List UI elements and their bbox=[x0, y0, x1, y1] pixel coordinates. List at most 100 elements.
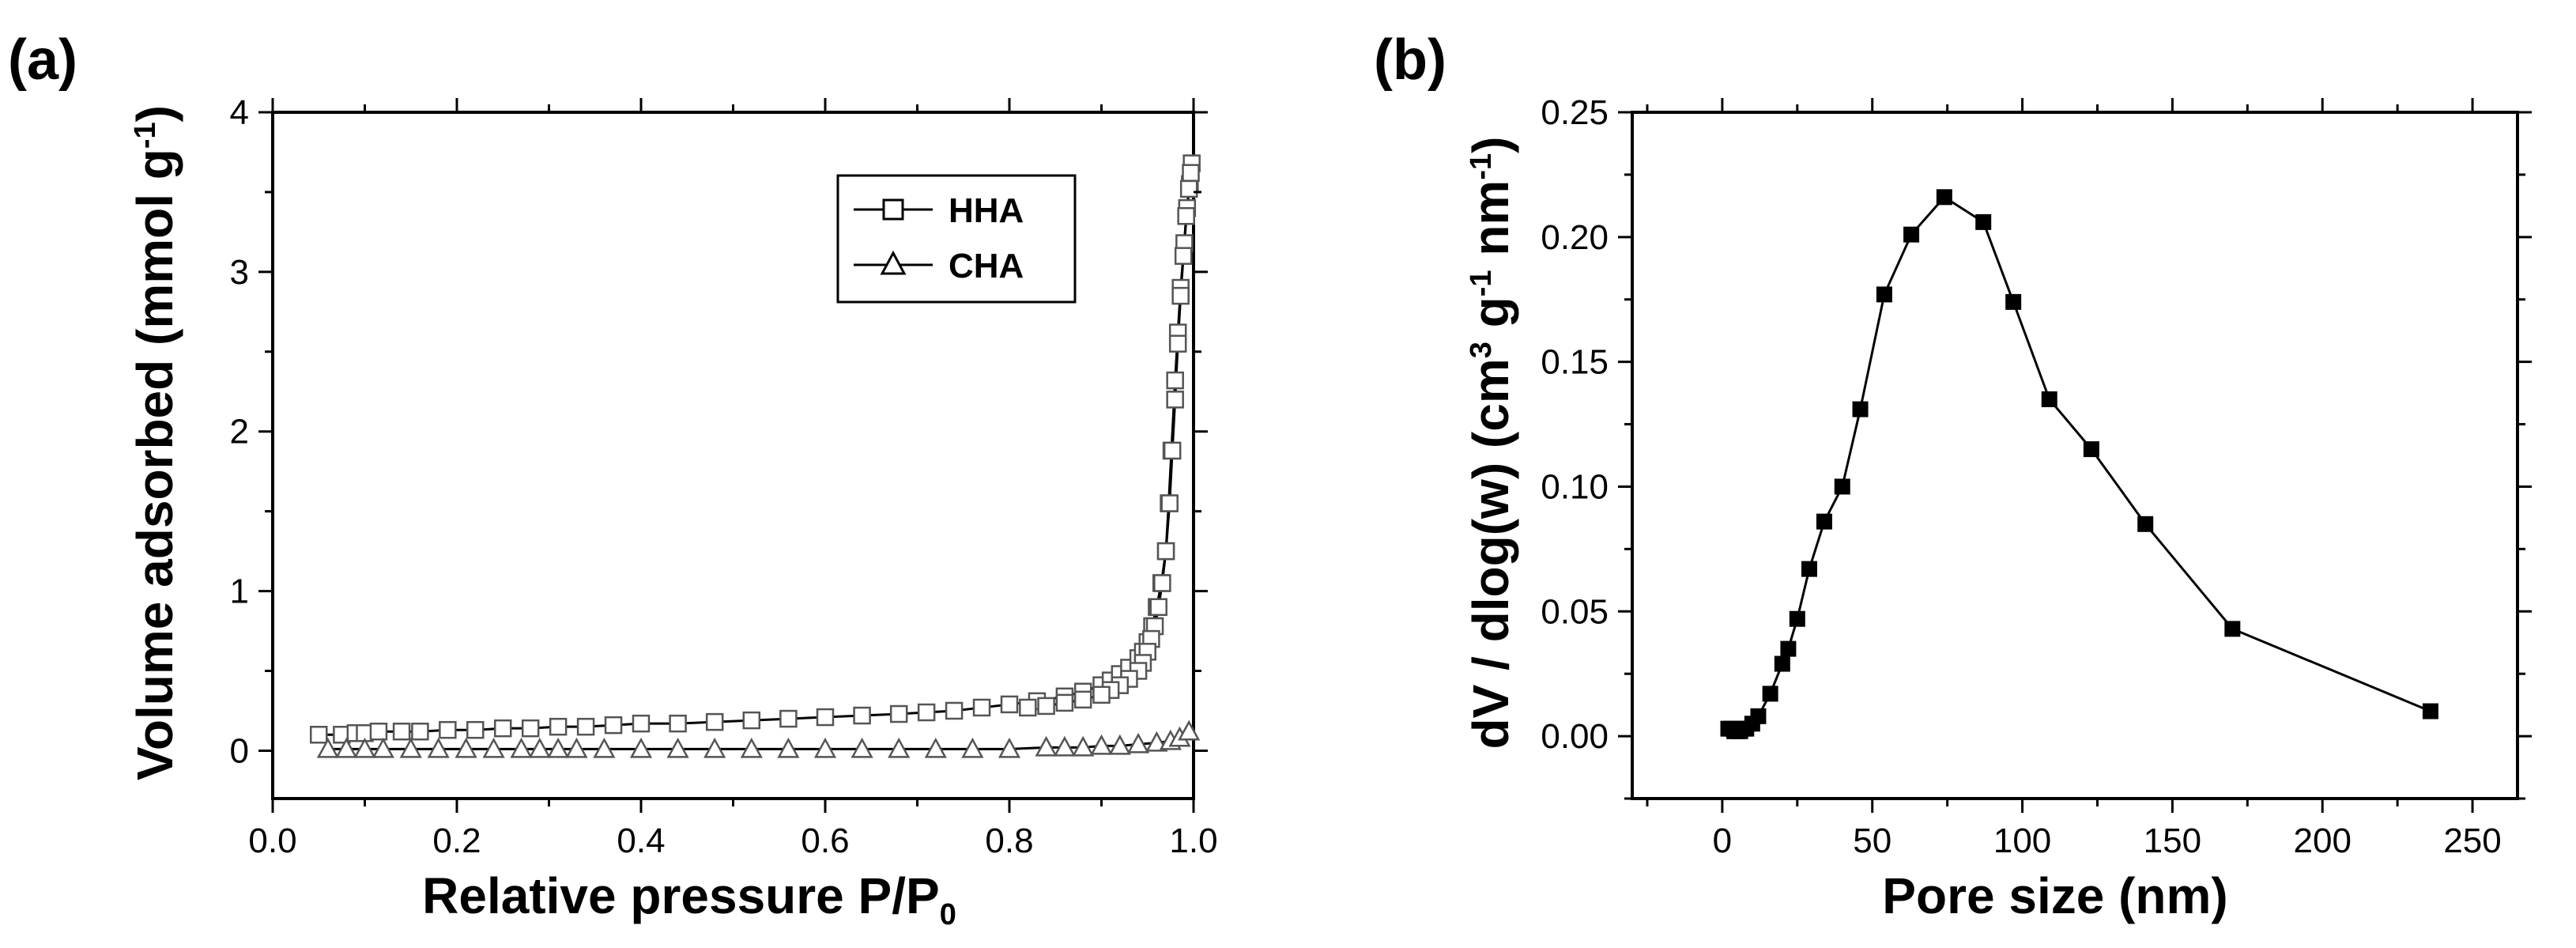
a-y-axis-title-main: Volume adsorbed (mmol g bbox=[126, 149, 183, 780]
b-x-tick-label: 50 bbox=[1853, 821, 1891, 860]
a-cha-point bbox=[1072, 735, 1095, 757]
b-y-axis-title-end: ) bbox=[1462, 137, 1519, 153]
a-cha-point bbox=[1126, 732, 1150, 753]
a-hha-point bbox=[669, 714, 687, 733]
a-cha-point bbox=[528, 737, 551, 758]
a-cha-point bbox=[482, 737, 505, 758]
a-cha-point bbox=[1090, 734, 1113, 755]
b-x-tick-label: 200 bbox=[2294, 821, 2352, 860]
a-cha-point bbox=[813, 737, 837, 758]
a-hha-point bbox=[1171, 286, 1190, 305]
a-y-tick-label: 3 bbox=[230, 253, 249, 292]
a-y-tick-label: 4 bbox=[230, 93, 249, 132]
a-legend-marker-cha bbox=[880, 250, 907, 275]
a-x-tick-label: 0.2 bbox=[432, 821, 481, 860]
a-x-tick-label: 0.6 bbox=[801, 821, 849, 860]
a-cha-point bbox=[1035, 735, 1058, 757]
a-hha-point bbox=[972, 698, 991, 717]
a-cha-point bbox=[1108, 734, 1131, 755]
a-cha-line bbox=[327, 730, 1190, 750]
a-cha-point bbox=[372, 737, 394, 758]
a-hha-point bbox=[1073, 690, 1092, 709]
a-hha-point bbox=[1166, 391, 1184, 409]
a-legend-marker-hha bbox=[882, 198, 904, 221]
b-point bbox=[1789, 610, 1805, 627]
b-point bbox=[1816, 513, 1832, 530]
chart-b: (b) 0 50 100 150 200 2500.000.050.100.150.200… bbox=[1374, 28, 2532, 924]
b-x-tick-label: 250 bbox=[2443, 821, 2501, 860]
b-y-tick-label: 0.05 bbox=[1541, 592, 1609, 631]
a-cha-point bbox=[454, 737, 477, 758]
a-x-tick-label: 1.0 bbox=[1169, 821, 1217, 860]
a-x-axis-title-subscript: 0 bbox=[940, 898, 956, 931]
a-cha-point bbox=[666, 737, 689, 758]
b-point bbox=[1780, 640, 1797, 657]
a-legend: HHA CHA bbox=[836, 174, 1077, 304]
b-axes bbox=[1631, 111, 2519, 800]
a-hha-point bbox=[816, 708, 835, 727]
a-hha-point bbox=[466, 720, 485, 739]
b-point bbox=[1834, 478, 1850, 495]
a-y-axis-title-superscript: -1 bbox=[129, 122, 162, 149]
a-hha-point bbox=[1177, 206, 1195, 225]
b-y-axis-title-sup2: -1 bbox=[1465, 270, 1498, 296]
a-hha-point bbox=[1055, 693, 1074, 712]
a-cha-point bbox=[777, 737, 800, 758]
b-point bbox=[1750, 708, 1767, 724]
b-y-tick-label: 0.10 bbox=[1541, 467, 1609, 506]
a-cha-point bbox=[1053, 735, 1077, 757]
a-hha-point bbox=[392, 722, 411, 741]
a-legend-item-cha: CHA bbox=[854, 247, 1024, 285]
a-y-tick-label: 0 bbox=[230, 731, 249, 770]
a-cha-point bbox=[565, 737, 588, 758]
b-point bbox=[2083, 441, 2099, 458]
a-x-axis-title-main: Relative pressure P/P bbox=[422, 867, 940, 924]
a-hha-point bbox=[1160, 494, 1179, 512]
a-hha-point bbox=[917, 703, 936, 722]
a-hha-point bbox=[1037, 697, 1055, 716]
b-point bbox=[2224, 621, 2241, 637]
a-hha-point bbox=[411, 722, 429, 741]
a-cha-point bbox=[510, 737, 533, 758]
b-point bbox=[2041, 391, 2057, 407]
b-y-axis-title-sup3: -1 bbox=[1465, 153, 1498, 180]
a-x-tick-label: 0.8 bbox=[985, 821, 1033, 860]
a-legend-box bbox=[836, 174, 1077, 304]
a-hha-point bbox=[889, 704, 908, 723]
a-cha-point bbox=[703, 737, 726, 758]
b-y-axis-title-mid2: nm bbox=[1462, 180, 1519, 270]
a-hha-point bbox=[1092, 686, 1111, 704]
b-y-axis-title-mid: g bbox=[1462, 296, 1519, 342]
b-point bbox=[1852, 401, 1869, 417]
b-point bbox=[1975, 213, 1992, 230]
a-hha-point bbox=[439, 720, 457, 739]
b-point bbox=[1762, 686, 1778, 702]
a-hha-point bbox=[1000, 695, 1019, 714]
b-point bbox=[2005, 293, 2022, 310]
panel-b-label: (b) bbox=[1374, 28, 1446, 92]
a-hha-point bbox=[576, 717, 595, 736]
a-x-tick-label: 0.4 bbox=[617, 821, 665, 860]
a-cha-point bbox=[1178, 719, 1201, 741]
a-hha-point bbox=[705, 712, 724, 731]
b-point bbox=[1903, 226, 1920, 243]
a-hha-point bbox=[1153, 574, 1171, 592]
a-hha-point bbox=[1174, 247, 1193, 265]
a-hha-point bbox=[369, 722, 388, 741]
a-x-axis-title: Relative pressure P/P0 bbox=[422, 867, 956, 931]
b-series bbox=[1720, 189, 2438, 739]
a-legend-label-cha: CHA bbox=[949, 247, 1024, 285]
b-y-axis-title: dV / dlog(w) (cm3 g-1 nm-1) bbox=[1462, 137, 1519, 750]
a-cha-point bbox=[888, 737, 911, 758]
a-cha-point bbox=[335, 737, 358, 758]
a-cha-point bbox=[629, 737, 653, 758]
a-cha-point bbox=[850, 737, 873, 758]
a-hha-point bbox=[1019, 698, 1037, 717]
b-x-tick-label: 100 bbox=[1993, 821, 2051, 860]
b-x-tick-label: 0 bbox=[1713, 821, 1732, 860]
a-hha-point bbox=[1179, 179, 1198, 198]
a-cha-point bbox=[399, 737, 422, 758]
chart-a: (a) 0.0 0.2 0.4 0.6 0.8 1.0 0 1 2 3 4 HHA CHA Rela… bbox=[8, 28, 1218, 931]
a-hha-point bbox=[779, 709, 798, 728]
